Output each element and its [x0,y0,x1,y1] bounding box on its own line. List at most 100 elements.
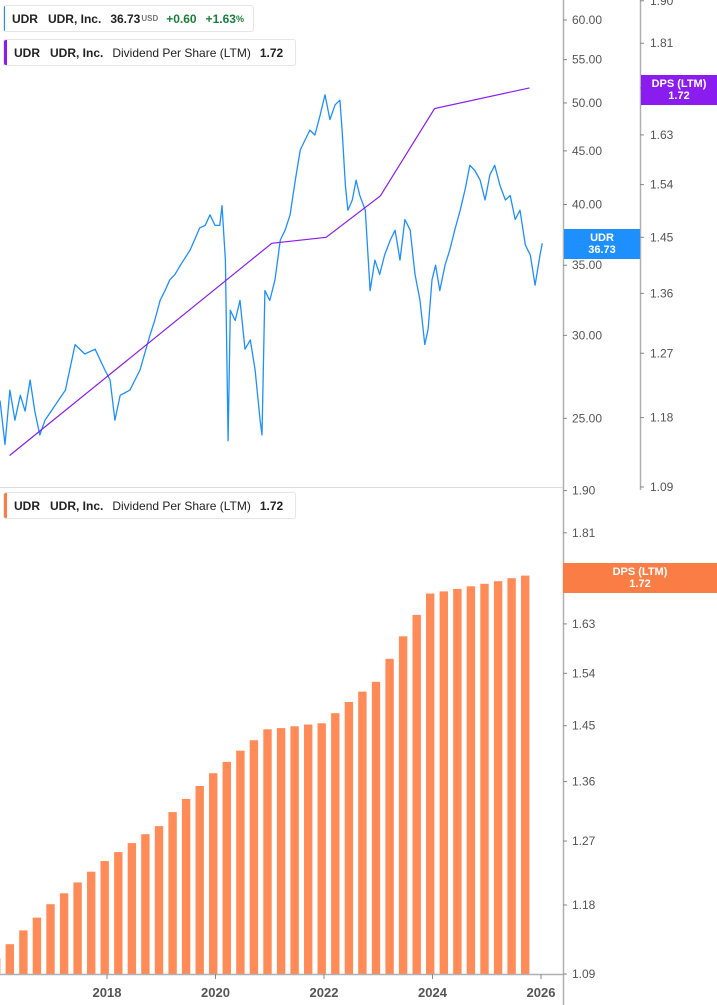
dps-bar-axis-label: 1.81 [572,526,596,540]
dps-bar [398,636,408,974]
dps-bar [521,575,530,974]
legend-pct-sign: % [235,13,244,24]
dps-bar [222,761,231,974]
dps-bar [181,798,191,974]
dps-bar [453,588,462,974]
dps-bar [19,930,28,974]
dps-bar [371,681,381,974]
legend-price: 36.73 [110,11,141,26]
price-panel [0,87,543,456]
dps-bar [412,614,421,974]
dps-bar [100,861,109,974]
dps-tag-label: DPS (LTM) [612,566,668,578]
legend-price[interactable]: UDR UDR, Inc. 36.73 USD +0.60 +1.63% [3,5,254,32]
dps-bar [168,812,177,974]
dps-bar [154,826,164,974]
price-tag: UDR 36.73 [564,229,640,259]
legend-change-pct: +1.63 [205,11,236,26]
dps-bar-axis-label: 1.45 [572,719,596,733]
dps-tag-label: DPS (LTM) [651,78,707,90]
series-color-marker [4,6,5,31]
dps-bar [276,728,286,974]
dps-bar [480,583,489,974]
dps-bar [507,578,516,974]
dps-axis-label: 1.27 [650,346,674,360]
legend-dps-bottom[interactable]: UDR UDR, Inc. Dividend Per Share (LTM) 1… [3,492,296,519]
dps-bottom-tag: DPS (LTM) 1.72 [563,563,717,593]
dps-bar-axis-label: 1.54 [572,666,596,680]
legend-currency: USD [141,14,159,23]
dps-bar-axis-label: 1.27 [572,834,596,848]
dps-bar [32,917,42,974]
dps-bar [344,702,354,974]
price-axis-label: 50.00 [572,96,602,110]
price-line [0,94,543,446]
dps-line [9,87,530,456]
dps-bar [304,724,313,974]
dps-bar [439,591,448,974]
dps-axis-label: 1.45 [650,230,674,244]
dps-bar [290,726,299,974]
dps-axis-label: 1.81 [650,36,674,50]
dps-bar [141,834,150,974]
time-axis-label: 2022 [310,985,339,1000]
price-tag-label: UDR [590,232,614,244]
dps-bar-axis-label: 1.63 [572,617,596,631]
dps-bar [127,843,137,974]
series-color-marker [4,493,7,518]
dps-bar [114,852,123,974]
price-tag-value: 36.73 [588,244,616,256]
price-axis-label: 30.00 [572,328,602,342]
price-axis-label: 55.00 [572,53,602,67]
dps-axis-label: 1.63 [650,128,674,142]
dps-bar [5,944,14,974]
dps-bar [87,871,96,974]
dps-bar [317,723,326,974]
legend-company: UDR, Inc. [50,498,104,513]
dps-bar-axis-label: 1.36 [572,774,596,788]
legend-symbol: UDR [14,498,40,513]
legend-metric: Dividend Per Share (LTM) [112,498,251,513]
dps-bar [493,581,503,974]
legend-company: UDR, Inc. [50,45,104,60]
dps-bar [209,773,218,974]
series-color-marker [4,40,7,65]
time-axis-label: 2026 [527,985,556,1000]
dps-bar [358,691,367,974]
dps-bar [466,586,476,974]
dps-axis-label: 1.09 [650,480,674,494]
price-axis-label: 25.00 [572,411,602,425]
dps-bar [59,893,69,974]
time-axis-label: 2020 [201,985,230,1000]
legend-symbol: UDR [11,11,38,26]
price-axis-label: 35.00 [572,258,602,272]
legend-dps-top[interactable]: UDR UDR, Inc. Dividend Per Share (LTM) 1… [3,39,296,66]
dps-axis-label: 1.54 [650,178,674,192]
dps-bar [195,786,204,974]
dps-bar-axis-label: 1.09 [572,967,596,981]
time-axis-label: 2024 [418,985,448,1000]
dps-tag-value: 1.72 [629,578,651,590]
dps-bar [331,713,340,974]
dps-top-tag: DPS (LTM) 1.72 [641,75,717,105]
price-axis-label: 45.00 [572,144,602,158]
dps-axis-label: 1.90 [650,0,674,8]
dps-bar-axis-label: 1.90 [572,484,596,498]
dps-bar [249,740,259,974]
legend-symbol: UDR [14,45,40,60]
dps-bar [385,658,394,974]
dps-bar [426,593,435,974]
dps-bar [263,729,272,974]
dps-bar-axis-label: 1.18 [572,898,596,912]
legend-metric: Dividend Per Share (LTM) [112,45,251,60]
dps-panel [0,575,530,974]
legend-change: +0.60 [166,11,197,26]
legend-value: 1.72 [259,498,284,513]
dps-bar [46,904,55,974]
dps-bar [236,750,245,974]
legend-company: UDR, Inc. [47,11,102,26]
legend-value: 1.72 [259,45,284,60]
dps-tag-value: 1.72 [668,90,690,102]
price-axis-label: 40.00 [572,197,602,211]
